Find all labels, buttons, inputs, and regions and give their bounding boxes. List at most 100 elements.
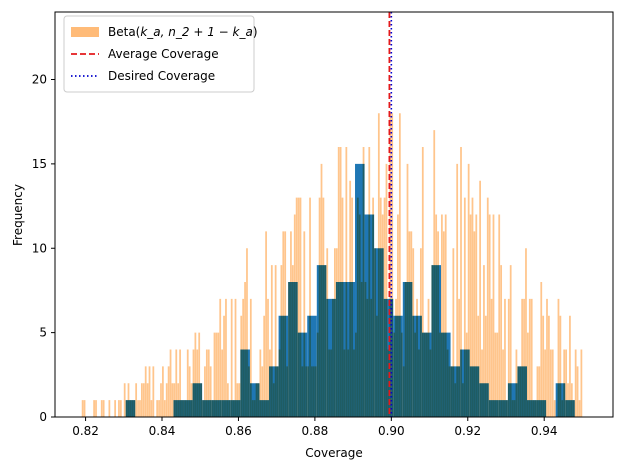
beta-histogram-bar	[146, 383, 149, 417]
empirical-histogram-bar	[316, 265, 327, 417]
empirical-histogram-bar	[202, 400, 212, 417]
beta-histogram-bar	[162, 366, 164, 417]
beta-histogram-bar	[546, 298, 548, 417]
beta-histogram-bar	[494, 332, 497, 417]
beta-histogram-bar	[265, 231, 267, 417]
beta-histogram-bar	[421, 147, 424, 417]
beta-histogram-bar	[81, 400, 84, 417]
legend-label-desired: Desired Coverage	[108, 69, 215, 83]
empirical-histogram-bar	[278, 315, 289, 417]
empirical-histogram-bar	[460, 349, 470, 417]
legend-label-average: Average Coverage	[108, 47, 219, 61]
beta-histogram-bar	[169, 349, 172, 417]
empirical-histogram-bar	[517, 366, 528, 417]
empirical-histogram-bar	[441, 332, 451, 417]
empirical-histogram-bar	[469, 366, 480, 417]
empirical-histogram-bar	[450, 366, 461, 417]
beta-histogram-bar	[93, 400, 95, 417]
x-tick-label: 0.94	[531, 424, 558, 438]
beta-histogram-bar	[442, 231, 445, 417]
empirical-histogram-bar	[192, 383, 203, 417]
beta-histogram-bar	[299, 197, 302, 417]
beta-histogram-bar	[188, 366, 191, 417]
empirical-histogram-bar	[488, 400, 499, 417]
reference-lines	[388, 12, 393, 417]
beta-histogram-bar	[249, 298, 252, 417]
beta-histogram-bar	[163, 400, 166, 417]
empirical-histogram-bar	[221, 400, 231, 417]
empirical-histogram-bar	[307, 315, 317, 417]
beta-histogram-bar	[270, 265, 273, 417]
beta-histogram-bar	[119, 400, 122, 417]
empirical-histogram-bar	[507, 383, 518, 417]
x-tick-label: 0.90	[378, 424, 405, 438]
empirical-histogram-bar	[565, 400, 575, 417]
beta-histogram-bar	[230, 298, 233, 417]
beta-histogram-bar	[488, 214, 491, 417]
beta-histogram-bar	[578, 400, 581, 417]
beta-histogram-bar	[548, 315, 550, 417]
beta-histogram-bar	[152, 366, 155, 417]
empirical-histogram-bars	[125, 163, 575, 417]
empirical-histogram-bar	[383, 298, 394, 417]
beta-histogram-bar	[175, 349, 178, 417]
beta-histogram-bar	[484, 315, 487, 417]
y-tick-label: 10	[32, 241, 47, 255]
beta-histogram-bar	[576, 366, 579, 417]
y-tick-label: 0	[39, 410, 47, 424]
empirical-histogram-bar	[259, 400, 270, 417]
axes: 0.82 0.84 0.86 0.88 0.90 0.92 0.94 0 5 10 15 20	[32, 11, 614, 438]
beta-histogram-bar	[528, 298, 531, 417]
beta-histogram-bar	[118, 400, 120, 417]
beta-histogram-bar	[463, 197, 466, 417]
legend-box	[63, 15, 255, 93]
plot-frame	[54, 11, 614, 418]
beta-histogram-bar	[391, 113, 394, 417]
empirical-histogram-bar	[211, 400, 222, 417]
beta-histogram-bar	[234, 298, 237, 417]
empirical-histogram-bar	[374, 248, 384, 417]
x-tick-label: 0.88	[302, 424, 329, 438]
y-tick-label: 15	[32, 157, 47, 171]
beta-histogram-bar	[559, 315, 562, 417]
beta-histogram-bar	[207, 349, 210, 417]
beta-histogram-bar	[557, 298, 560, 417]
empirical-histogram-bar	[393, 315, 403, 417]
empirical-histogram-bar	[297, 332, 308, 417]
beta-histogram-bar	[530, 298, 533, 417]
beta-histogram-bar	[498, 214, 501, 417]
beta-histogram-bar	[456, 163, 459, 417]
beta-histogram-bar	[274, 265, 277, 417]
beta-histogram-bar	[507, 298, 510, 417]
beta-histogram-bar	[467, 163, 470, 417]
empirical-histogram-bar	[230, 400, 241, 417]
beta-histogram-bar	[525, 248, 527, 417]
empirical-histogram-bar	[536, 400, 547, 417]
beta-histogram-bar	[137, 400, 139, 417]
beta-histogram-bar	[221, 349, 224, 417]
beta-histogram-bar	[223, 315, 225, 417]
beta-histogram-bar	[261, 366, 264, 417]
empirical-histogram-bar	[412, 315, 422, 417]
x-tick-label: 0.92	[454, 424, 481, 438]
empirical-histogram-bar	[421, 332, 432, 417]
beta-histogram-bar	[156, 400, 159, 417]
beta-histogram-bar	[309, 197, 311, 417]
empirical-histogram-bar	[498, 400, 508, 417]
beta-histogram-bar	[580, 349, 583, 417]
beta-histogram-bar	[148, 366, 151, 417]
beta-histogram-bar	[194, 332, 197, 417]
empirical-histogram-bar	[269, 366, 279, 417]
beta-histogram-bar	[102, 400, 105, 417]
beta-histogram-bar	[471, 197, 474, 417]
beta-histogram-bar	[140, 383, 143, 417]
beta-histogram-bar	[538, 366, 541, 417]
beta-histogram-bar	[544, 349, 546, 417]
legend-swatch-beta	[71, 27, 99, 37]
beta-histogram-bar	[540, 282, 543, 417]
beta-histogram-bar	[114, 400, 117, 417]
beta-histogram-bar	[158, 400, 160, 417]
beta-histogram-bar	[186, 349, 189, 417]
beta-histogram-bar	[100, 400, 103, 417]
